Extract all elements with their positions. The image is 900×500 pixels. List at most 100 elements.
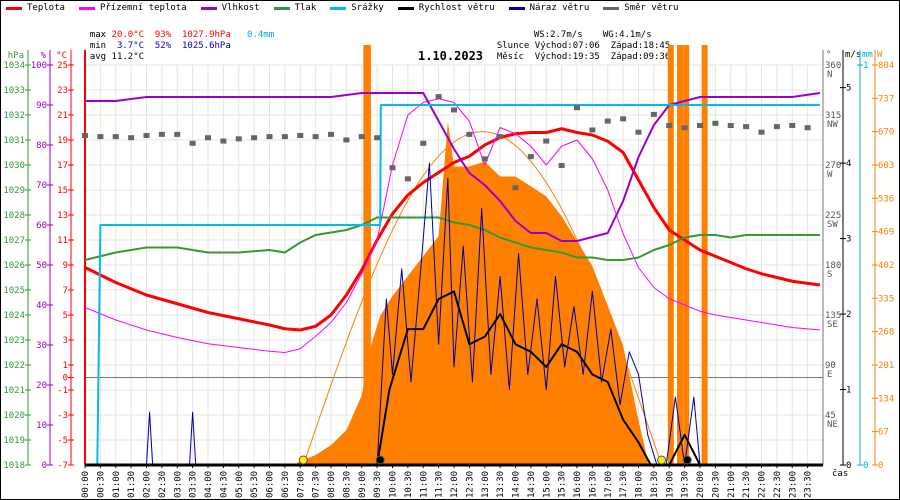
wind-direction-point bbox=[527, 154, 534, 160]
stats-sun: Slunce Východ:07:06 Západ:18:45 bbox=[486, 30, 670, 52]
axis-tick-label: 60 bbox=[36, 221, 47, 231]
axis-tick-label: 536 bbox=[878, 194, 894, 204]
x-tick-label: 07:30 bbox=[312, 471, 322, 498]
wind-direction-point bbox=[620, 116, 627, 122]
axis-tick-label: 1019 bbox=[3, 436, 25, 446]
axis-tick-label: 3 bbox=[63, 336, 68, 346]
x-tick-label: 13:00 bbox=[481, 471, 491, 498]
x-tick-label: 00:30 bbox=[96, 471, 106, 498]
wind-direction-point bbox=[697, 123, 703, 128]
stats-moon: Měsíc Východ:19:35 Západ:09:36 bbox=[486, 41, 670, 63]
axis-tick-label: 1030 bbox=[3, 161, 25, 171]
stats-avg-temp: 11.2°C bbox=[111, 52, 145, 62]
x-tick-label: 08:30 bbox=[342, 471, 352, 498]
x-tick-label: 04:00 bbox=[204, 471, 214, 498]
wind-direction-point bbox=[112, 134, 119, 140]
x-tick-label: 11:30 bbox=[435, 471, 445, 498]
wind-direction-point bbox=[358, 134, 365, 140]
sun-rise: Východ:07:06 bbox=[534, 41, 600, 51]
stats-max-press: 1027.9hPa bbox=[182, 30, 231, 40]
axis-tick-label: SW bbox=[827, 220, 838, 230]
x-tick-label: 03:00 bbox=[173, 471, 183, 498]
axis-tick-label: 402 bbox=[878, 261, 894, 271]
axis-tick-label: 0 bbox=[63, 374, 68, 384]
axis-tick-label: 0 bbox=[846, 461, 851, 471]
axis-tick-label: 180 bbox=[825, 261, 841, 271]
axis-tick-label: 270 bbox=[825, 161, 841, 171]
axis-tick-label: 670 bbox=[878, 128, 894, 138]
wind-direction-point bbox=[574, 105, 580, 111]
axis-tick-label: 1 bbox=[846, 386, 851, 396]
axis-tick-label: 225 bbox=[825, 211, 841, 221]
x-tick-label: 15:30 bbox=[558, 471, 568, 498]
axis-unit: m/s bbox=[845, 50, 861, 60]
wind-direction-point bbox=[512, 185, 519, 191]
stats-max-label: max bbox=[89, 30, 107, 40]
legend-label: Srážky bbox=[351, 3, 384, 13]
axis-tick-label: 134 bbox=[878, 394, 894, 404]
stats-avg-row: avg 11.2°C bbox=[79, 41, 144, 63]
axis-tick-label: 25 bbox=[57, 61, 68, 71]
legend-item: Srážky bbox=[330, 3, 384, 13]
wind-direction-point bbox=[389, 165, 396, 171]
axis-tick-label: 804 bbox=[878, 61, 894, 71]
axis-tick-label: 5 bbox=[846, 84, 851, 94]
axis-tick-label: -7 bbox=[57, 461, 68, 471]
x-tick-label: 07:00 bbox=[296, 471, 306, 498]
axis-tick-label: 0 bbox=[863, 461, 868, 471]
axis-tick-label: 5 bbox=[63, 311, 68, 321]
axis-tick-label: 7 bbox=[63, 286, 68, 296]
x-tick-label: 22:00 bbox=[758, 471, 768, 498]
x-tick-label: 16:00 bbox=[573, 471, 583, 498]
axis-tick-label: 1032 bbox=[3, 111, 25, 121]
axis-tick-label: -5 bbox=[57, 436, 68, 446]
wind-direction-point bbox=[82, 133, 88, 138]
legend-item: Směr větru bbox=[603, 3, 678, 13]
moon-label: Měsíc bbox=[496, 52, 524, 62]
x-tick-label: 12:00 bbox=[450, 471, 460, 498]
axis-tick-label: 15 bbox=[57, 186, 68, 196]
axis-tick-label: 23 bbox=[57, 86, 68, 96]
axis-tick-label: 268 bbox=[878, 328, 894, 338]
stats-min-press: 1025.6hPa bbox=[182, 41, 231, 51]
axis-tick-label: 20 bbox=[36, 381, 47, 391]
x-tick-label: 18:00 bbox=[635, 471, 645, 498]
wind-direction-point bbox=[143, 133, 150, 138]
chart-legend: Teplota Přízemní teplota Vlhkost Tlak Srážky… bbox=[6, 3, 692, 13]
stats-wg: WG:4.1m/s bbox=[602, 30, 652, 40]
legend-label: Náraz větru bbox=[529, 3, 590, 13]
stats-min-row: min 3.7°C 52% 1025.6hPa bbox=[79, 30, 231, 52]
x-tick-label: 21:30 bbox=[742, 471, 752, 498]
rain-intensity-bar bbox=[701, 45, 708, 465]
rain-intensity-bar bbox=[677, 45, 684, 465]
x-tick-label: 09:00 bbox=[358, 471, 368, 498]
x-tick-label: 23:00 bbox=[788, 471, 798, 498]
sun-label: Slunce bbox=[496, 41, 530, 51]
axis-tick-label: 1024 bbox=[3, 311, 25, 321]
axis-unit: °C bbox=[56, 51, 67, 61]
axis-tick-label: 45 bbox=[825, 411, 836, 421]
wind-direction-point bbox=[589, 127, 596, 133]
axis-tick-label: 90 bbox=[825, 361, 836, 371]
axis-tick-label: 40 bbox=[36, 301, 47, 311]
stats-ws: WS:2.7m/s bbox=[533, 30, 583, 40]
x-tick-label: 23:30 bbox=[804, 471, 814, 498]
wind-direction-point bbox=[158, 131, 165, 137]
legend-label: Vlhkost bbox=[221, 3, 260, 13]
axis-tick-label: 67 bbox=[878, 428, 889, 438]
x-tick-label: 20:30 bbox=[711, 471, 721, 498]
legend-swatch bbox=[508, 6, 525, 10]
legend-label: Přízemní teplota bbox=[99, 3, 187, 13]
x-tick-label: 17:00 bbox=[604, 471, 614, 498]
axis-tick-label: 201 bbox=[878, 361, 894, 371]
wind-direction-point bbox=[251, 135, 258, 141]
axis-tick-label: 603 bbox=[878, 161, 894, 171]
axis-tick-label: -1 bbox=[57, 386, 68, 396]
wind-direction-point bbox=[266, 134, 273, 140]
wind-direction-point bbox=[681, 125, 688, 131]
wind-direction-point bbox=[789, 123, 796, 128]
x-tick-label: 05:00 bbox=[235, 471, 245, 498]
wind-direction-point bbox=[374, 135, 381, 141]
axis-tick-label: 1020 bbox=[3, 411, 25, 421]
stats-wind: WS:2.7m/s bbox=[523, 19, 583, 41]
